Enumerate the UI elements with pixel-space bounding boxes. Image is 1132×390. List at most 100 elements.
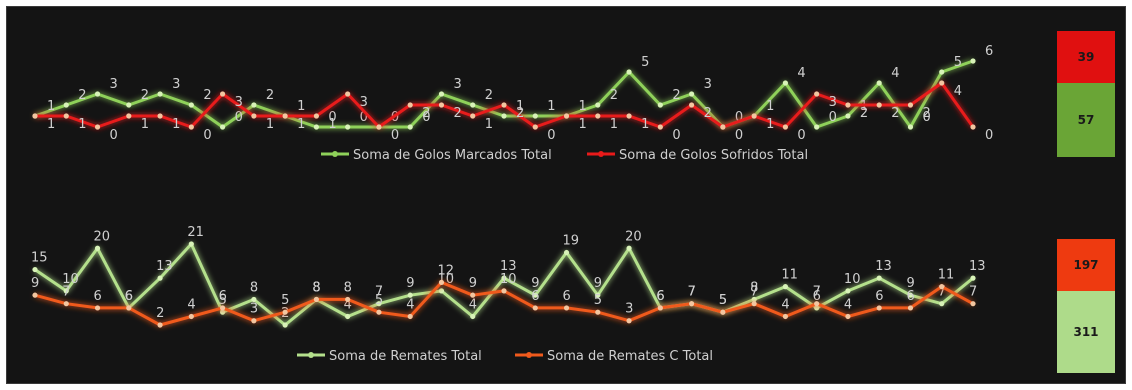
data-label: 3: [829, 95, 837, 110]
data-point: [345, 91, 351, 97]
data-point: [220, 124, 226, 130]
data-label: 6: [813, 289, 821, 304]
data-point: [157, 91, 163, 97]
data-label: 8: [312, 280, 320, 295]
data-label: 4: [469, 297, 477, 312]
data-label: 7: [62, 285, 70, 300]
data-point: [188, 313, 194, 320]
data-point: [407, 124, 413, 130]
data-label: 4: [797, 66, 805, 81]
data-label: 9: [31, 276, 39, 291]
data-point: [532, 292, 538, 298]
data-label: 6: [94, 289, 102, 304]
data-label: 21: [187, 225, 204, 240]
data-label: 6: [125, 289, 133, 304]
data-label: 1: [141, 117, 149, 132]
data-label: 3: [250, 302, 258, 317]
data-label: 2: [891, 106, 899, 121]
data-point: [720, 309, 726, 315]
data-label: 5: [281, 293, 289, 308]
data-point: [970, 275, 976, 281]
data-point: [939, 80, 945, 86]
data-label: 13: [875, 259, 892, 274]
kpi-box: [1057, 83, 1115, 157]
data-point: [657, 102, 663, 108]
data-label: 8: [250, 280, 258, 295]
data-label: 5: [719, 293, 727, 308]
data-point: [313, 113, 319, 119]
data-label: 12: [437, 263, 454, 278]
data-label: 5: [219, 293, 227, 308]
data-point: [532, 124, 538, 130]
data-label: 6: [531, 289, 539, 304]
data-label: 0: [797, 128, 805, 143]
data-point: [251, 102, 257, 108]
data-point: [282, 322, 288, 328]
data-label: 2: [672, 88, 680, 103]
data-label: 9: [406, 276, 414, 291]
data-point: [251, 296, 257, 303]
data-label: 2: [203, 88, 211, 103]
data-point: [814, 124, 820, 130]
data-label: 6: [875, 289, 883, 304]
data-label: 9: [906, 276, 914, 291]
data-label: 3: [235, 95, 243, 110]
data-point: [845, 288, 851, 294]
legend-marker: [332, 151, 338, 157]
data-point: [907, 124, 914, 130]
data-point: [94, 245, 101, 251]
data-point: [876, 275, 882, 281]
data-label: 4: [891, 66, 899, 81]
data-label: 2: [704, 106, 712, 121]
data-point: [970, 124, 976, 130]
data-label: 0: [735, 110, 743, 125]
data-label: 7: [938, 285, 946, 300]
data-label: 2: [485, 88, 493, 103]
data-label: 1: [297, 99, 305, 114]
data-label: 6: [656, 289, 664, 304]
data-point: [126, 305, 132, 311]
data-label: 7: [375, 285, 383, 300]
data-label: 0: [922, 110, 930, 125]
data-point: [157, 275, 163, 281]
data-label: 19: [563, 234, 580, 249]
data-label: 9: [594, 276, 602, 291]
data-label: 4: [344, 297, 352, 312]
data-point: [626, 69, 632, 75]
data-point: [782, 284, 789, 290]
data-point: [220, 305, 226, 311]
data-point: [501, 113, 507, 119]
kpi-value: 57: [1078, 113, 1095, 127]
data-point: [970, 58, 976, 64]
data-label: 0: [110, 128, 118, 143]
data-point: [501, 102, 507, 108]
data-point: [939, 284, 945, 290]
data-label: 5: [641, 55, 649, 70]
data-label: 0: [391, 128, 399, 143]
data-point: [407, 102, 413, 108]
data-label: 8: [750, 280, 758, 295]
data-point: [63, 288, 69, 294]
data-point: [438, 91, 445, 97]
data-label: 4: [406, 297, 414, 312]
data-point: [751, 301, 757, 307]
data-point: [907, 102, 914, 108]
data-point: [689, 301, 695, 307]
data-point: [720, 124, 726, 130]
data-label: 6: [125, 289, 133, 304]
data-label: 5: [954, 55, 962, 70]
data-label: 10: [500, 272, 517, 287]
data-point: [470, 313, 476, 320]
data-label: 0: [235, 110, 243, 125]
data-label: 1: [328, 117, 336, 132]
data-point: [63, 113, 69, 119]
data-point: [626, 245, 632, 251]
data-point: [157, 113, 163, 119]
kpi-box: [1057, 31, 1115, 83]
data-label: 2: [453, 106, 461, 121]
data-point: [626, 113, 632, 119]
data-label: 0: [672, 128, 680, 143]
data-point: [188, 102, 194, 108]
data-point: [845, 113, 851, 119]
